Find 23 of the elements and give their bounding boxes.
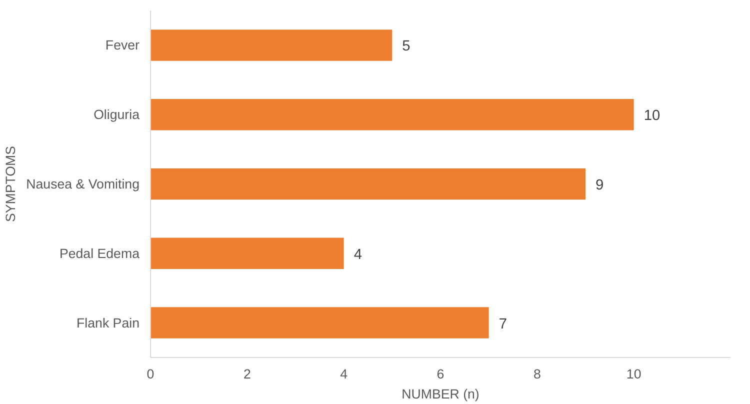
x-tick-label: 6 <box>436 366 444 382</box>
x-tick-label: 0 <box>146 366 154 382</box>
bar <box>150 168 586 200</box>
y-tick-label: Nausea & Vomiting <box>26 176 140 192</box>
y-axis-title: SYMPTOMS <box>3 146 18 222</box>
data-label: 5 <box>402 38 410 55</box>
data-label: 10 <box>644 108 660 124</box>
y-tick-label: Pedal Edema <box>59 246 140 261</box>
bar <box>150 307 489 338</box>
x-tick-label: 10 <box>626 366 642 382</box>
bar <box>150 98 634 130</box>
x-tick-label: 4 <box>340 366 348 382</box>
data-label: 7 <box>498 316 507 332</box>
bar <box>150 238 344 270</box>
bar <box>150 30 392 61</box>
data-label: 4 <box>354 246 362 263</box>
y-tick-label: Oliguria <box>94 107 140 122</box>
data-label: 9 <box>596 178 604 194</box>
x-tick-label: 8 <box>533 366 541 382</box>
y-tick-label: Fever <box>105 38 140 53</box>
x-tick-label: 2 <box>243 366 251 382</box>
x-axis-title: NUMBER (n) <box>402 386 480 402</box>
y-tick-label: Flank Pain <box>76 315 140 330</box>
